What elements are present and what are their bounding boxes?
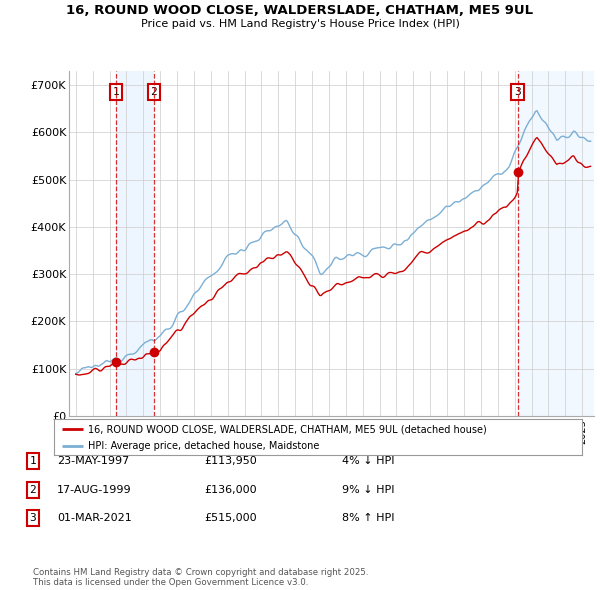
Text: 1: 1 — [29, 457, 37, 466]
Bar — [518, 71, 594, 416]
Text: 9% ↓ HPI: 9% ↓ HPI — [342, 485, 395, 494]
Text: 2: 2 — [151, 87, 157, 97]
Text: £113,950: £113,950 — [204, 457, 257, 466]
Text: 8% ↑ HPI: 8% ↑ HPI — [342, 513, 395, 523]
Bar — [116, 71, 154, 416]
Text: 3: 3 — [514, 87, 521, 97]
Text: 16, ROUND WOOD CLOSE, WALDERSLADE, CHATHAM, ME5 9UL: 16, ROUND WOOD CLOSE, WALDERSLADE, CHATH… — [67, 4, 533, 17]
Text: 1: 1 — [113, 87, 119, 97]
Text: £515,000: £515,000 — [204, 513, 257, 523]
Text: 23-MAY-1997: 23-MAY-1997 — [57, 457, 129, 466]
Text: HPI: Average price, detached house, Maidstone: HPI: Average price, detached house, Maid… — [88, 441, 320, 451]
Text: £136,000: £136,000 — [204, 485, 257, 494]
Text: 16, ROUND WOOD CLOSE, WALDERSLADE, CHATHAM, ME5 9UL (detached house): 16, ROUND WOOD CLOSE, WALDERSLADE, CHATH… — [88, 424, 487, 434]
Text: 3: 3 — [29, 513, 37, 523]
Text: 2: 2 — [29, 485, 37, 494]
Text: 17-AUG-1999: 17-AUG-1999 — [57, 485, 131, 494]
Text: Price paid vs. HM Land Registry's House Price Index (HPI): Price paid vs. HM Land Registry's House … — [140, 19, 460, 30]
Text: 4% ↓ HPI: 4% ↓ HPI — [342, 457, 395, 466]
Text: Contains HM Land Registry data © Crown copyright and database right 2025.
This d: Contains HM Land Registry data © Crown c… — [33, 568, 368, 587]
Text: 01-MAR-2021: 01-MAR-2021 — [57, 513, 132, 523]
